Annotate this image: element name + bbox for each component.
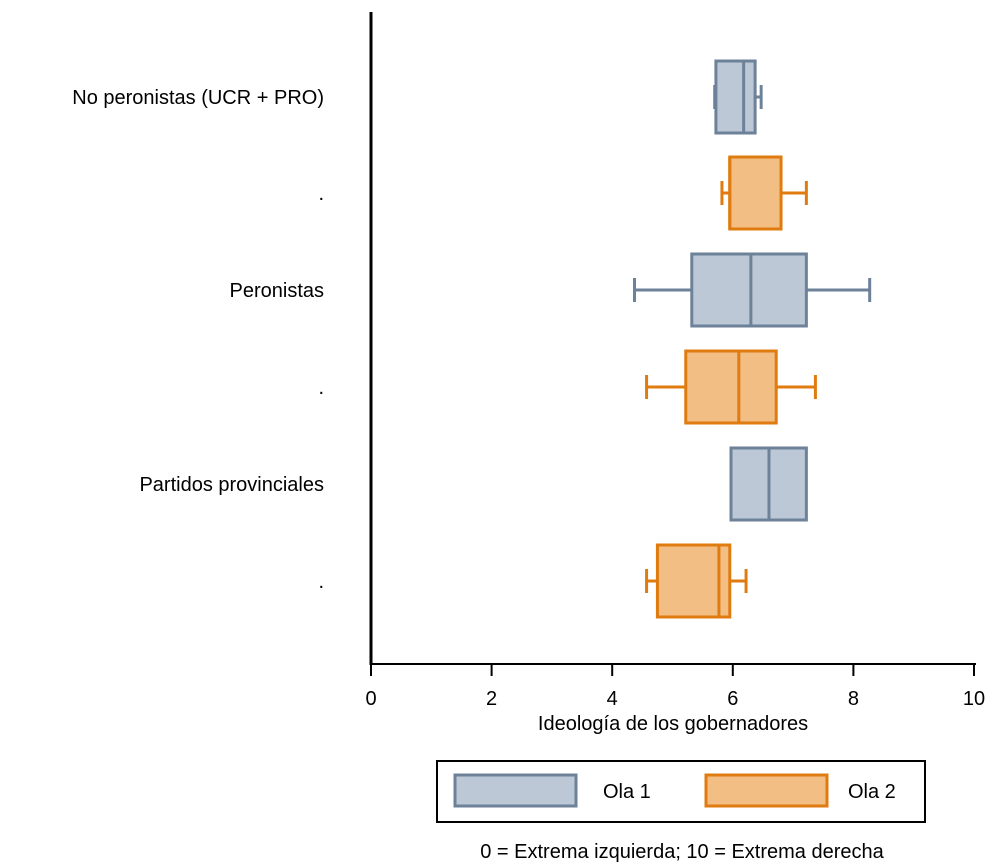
- category-label: No peronistas (UCR + PRO): [72, 87, 324, 109]
- category-label: .: [318, 183, 324, 205]
- x-tick-label: 8: [848, 688, 859, 710]
- x-tick-label: 2: [486, 688, 497, 710]
- box-row-6: .: [318, 543, 748, 619]
- iqr-box: [684, 349, 778, 425]
- legend: Ola 1 Ola 2: [436, 760, 926, 823]
- category-label: Peronistas: [230, 280, 325, 302]
- iqr-box: [690, 252, 808, 328]
- category-label: .: [318, 377, 324, 399]
- category-label: .: [318, 571, 324, 593]
- legend-swatch-ola-2: [704, 773, 829, 808]
- box-row-3: Peronistas: [230, 252, 872, 328]
- legend-label-ola-2: Ola 2: [848, 781, 896, 803]
- box-row-2: .: [318, 155, 808, 231]
- x-tick-label: 0: [365, 688, 376, 710]
- x-tick-label: 4: [607, 688, 618, 710]
- legend-swatch-ola-1: [453, 773, 578, 808]
- x-axis-title: Ideología de los gobernadores: [538, 713, 808, 735]
- legend-label-ola-1: Ola 1: [603, 781, 651, 803]
- x-axis-ticks: 0 2 4 6 8 10: [365, 664, 985, 710]
- box-row-1: No peronistas (UCR + PRO): [72, 59, 763, 135]
- iqr-box: [728, 155, 783, 231]
- x-tick-label: 10: [963, 688, 985, 710]
- box-row-4: .: [318, 349, 817, 425]
- plot-area: No peronistas (UCR + PRO). Peronistas. Par…: [72, 59, 872, 619]
- scale-note: 0 = Extrema izquierda; 10 = Extrema dere…: [480, 841, 884, 863]
- box-row-5: Partidos provinciales: [139, 446, 808, 522]
- x-tick-label: 6: [727, 688, 738, 710]
- iqr-box: [714, 59, 757, 135]
- category-label: Partidos provinciales: [139, 474, 324, 496]
